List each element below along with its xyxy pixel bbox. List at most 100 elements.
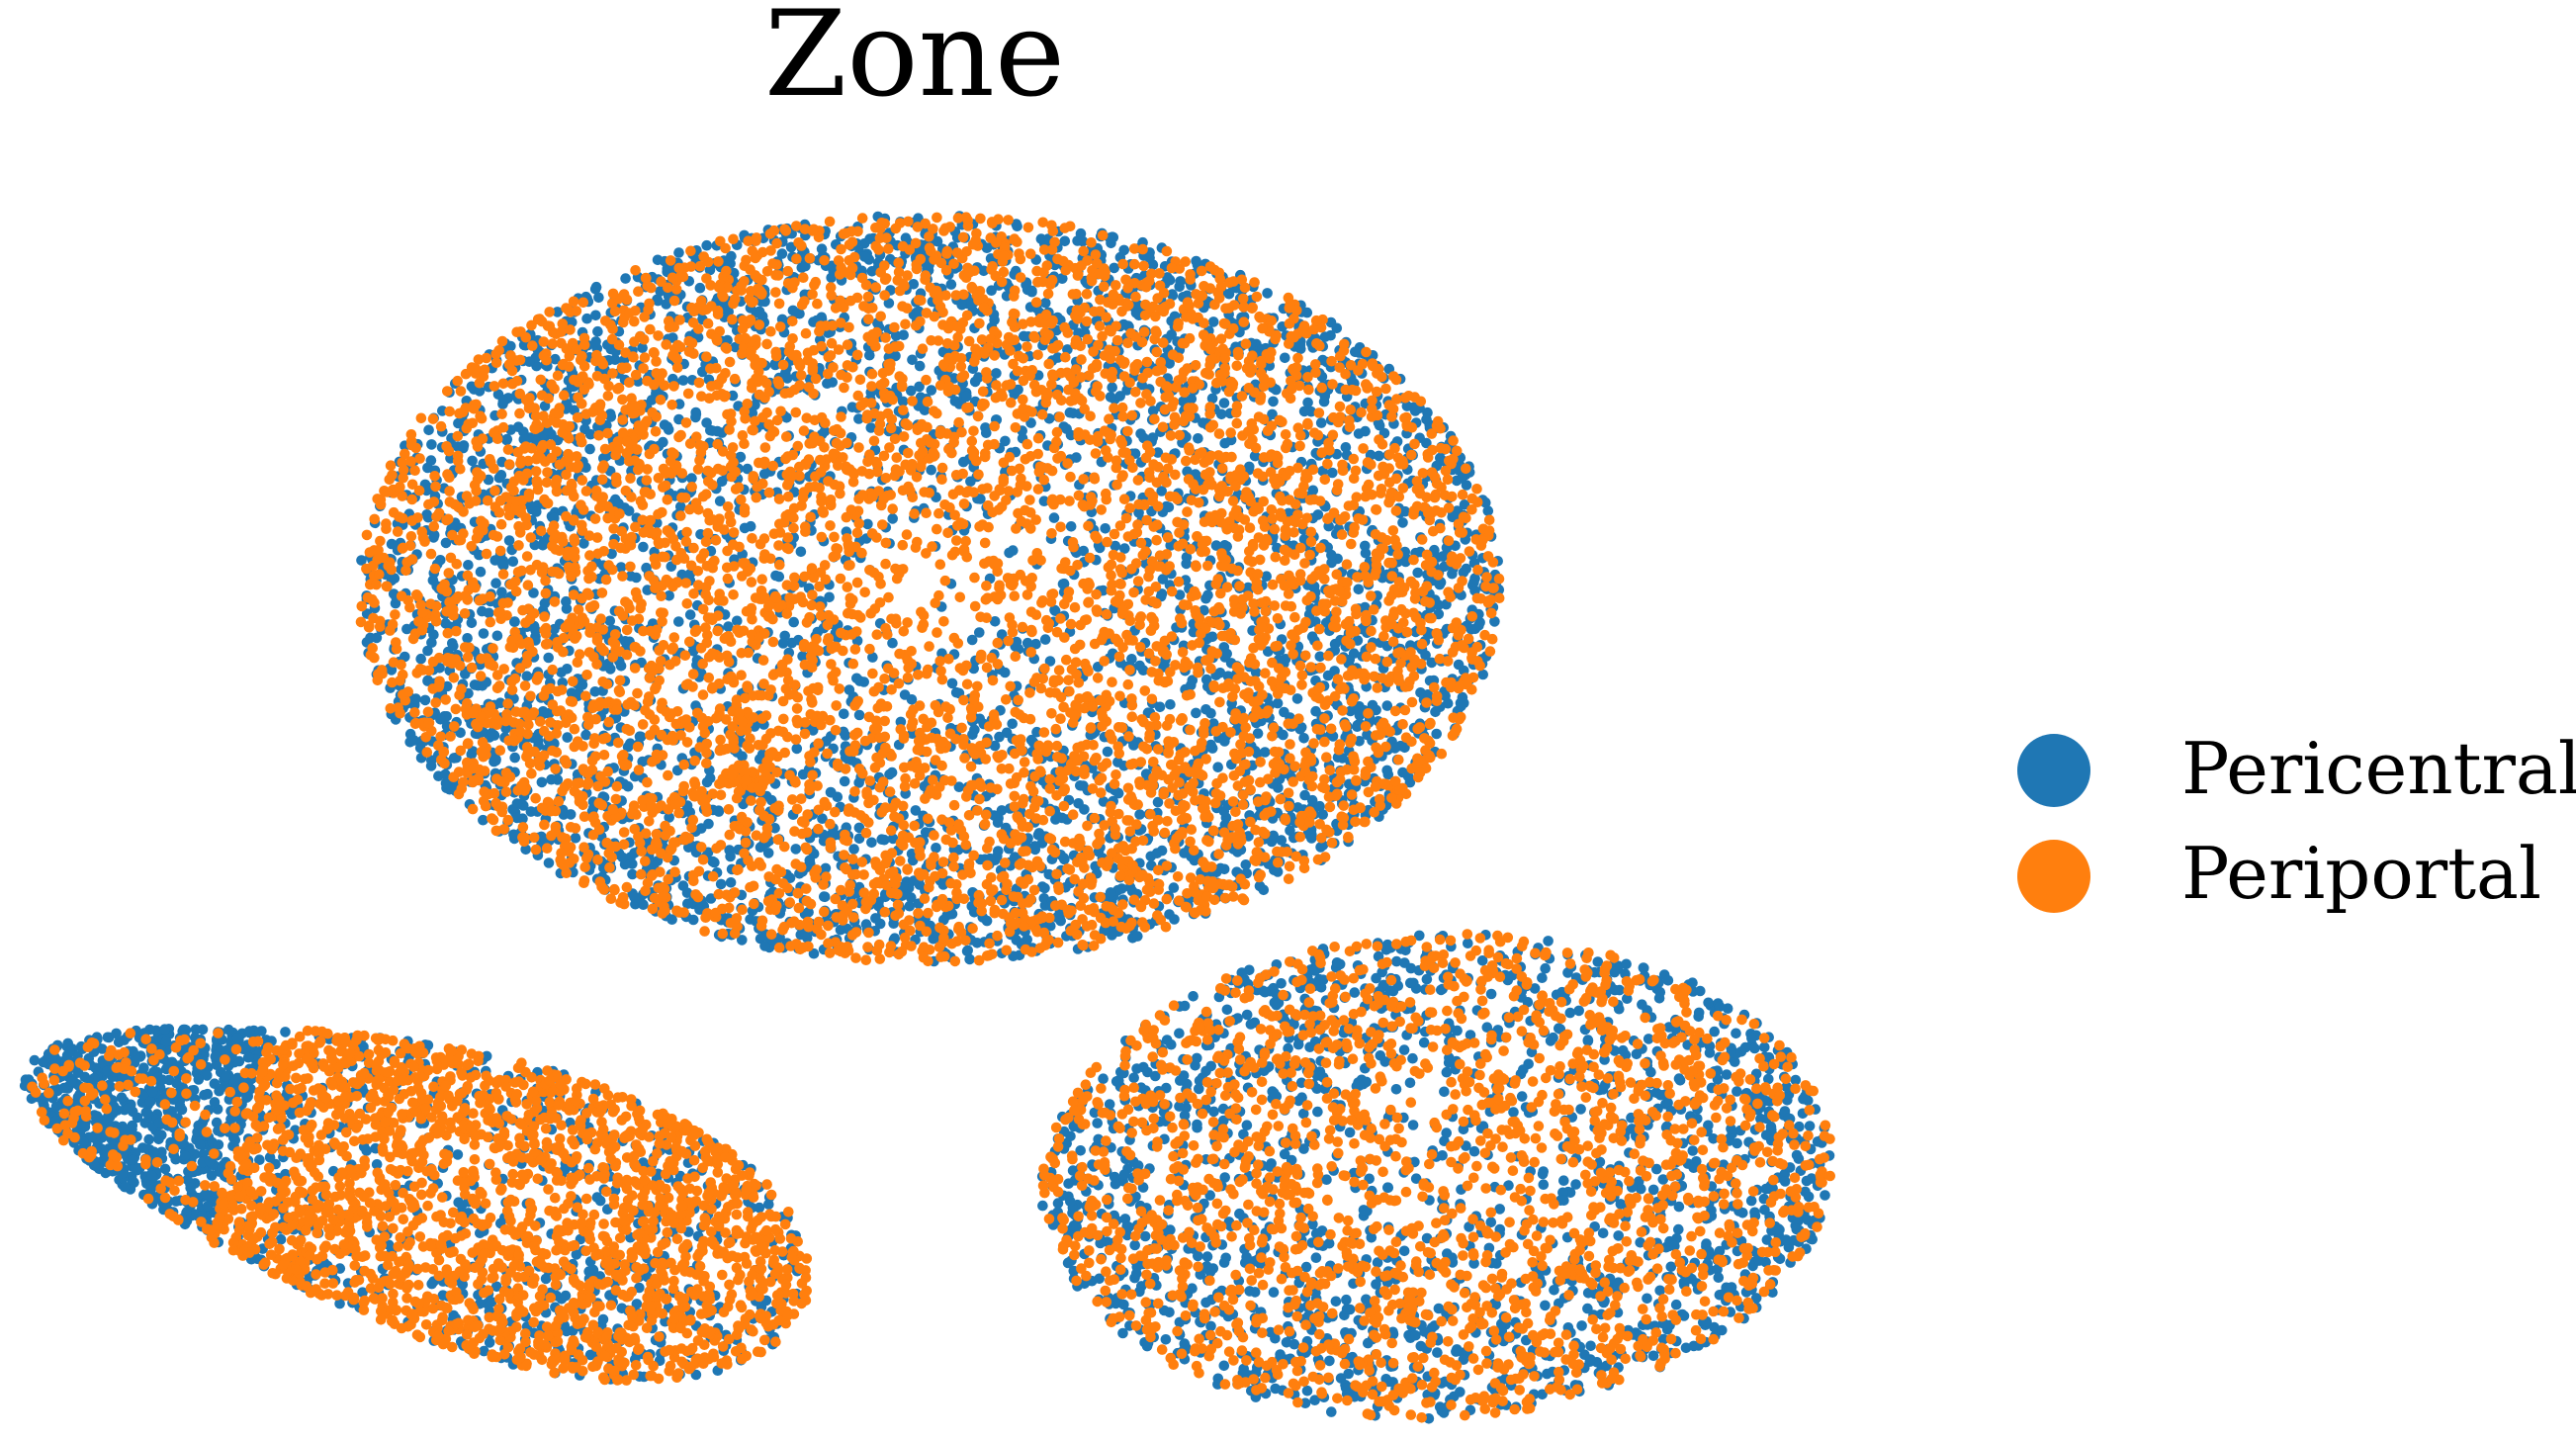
pericentral-point [822, 378, 833, 390]
pericentral-point [170, 1196, 182, 1207]
pericentral-point [415, 653, 427, 665]
pericentral-point [570, 833, 581, 844]
pericentral-point [981, 427, 992, 439]
pericentral-point [848, 844, 859, 855]
pericentral-point [795, 546, 807, 558]
pericentral-point [684, 609, 696, 620]
pericentral-point [1045, 920, 1056, 932]
pericentral-point [512, 421, 524, 433]
pericentral-point [153, 1130, 164, 1141]
pericentral-point [1126, 654, 1137, 665]
pericentral-point [543, 857, 555, 868]
pericentral-point [1482, 505, 1494, 516]
pericentral-point [1058, 853, 1070, 863]
pericentral-point [466, 617, 478, 629]
pericentral-point [144, 1096, 156, 1108]
pericentral-point [906, 385, 917, 397]
pericentral-point [1240, 859, 1252, 870]
pericentral-point [864, 349, 875, 361]
pericentral-point [899, 689, 911, 700]
pericentral-point [664, 812, 674, 823]
pericentral-point [816, 243, 828, 254]
pericentral-point [562, 664, 573, 675]
pericentral-point [206, 1170, 218, 1181]
pericentral-point [690, 408, 702, 420]
pericentral-point [715, 878, 727, 890]
pericentral-point [673, 616, 684, 627]
pericentral-point [469, 679, 481, 690]
pericentral-point [546, 773, 557, 785]
pericentral-point [1164, 274, 1176, 286]
pericentral-point [525, 806, 537, 817]
pericentral-point [1100, 523, 1110, 534]
pericentral-point [898, 329, 909, 341]
pericentral-point [631, 572, 642, 584]
pericentral-point [1400, 556, 1411, 568]
pericentral-point [1258, 884, 1270, 896]
pericentral-point [854, 676, 865, 686]
pericentral-point [1389, 743, 1400, 754]
pericentral-point [1193, 433, 1203, 444]
pericentral-point [853, 709, 865, 721]
pericentral-point [427, 575, 439, 586]
pericentral-point [677, 375, 689, 386]
pericentral-point [817, 813, 828, 824]
pericentral-point [1012, 221, 1022, 231]
pericentral-point [1004, 547, 1015, 559]
pericentral-point [1032, 830, 1044, 841]
pericentral-point [926, 464, 936, 476]
pericentral-point [713, 805, 724, 816]
pericentral-point [846, 402, 858, 413]
pericentral-point [1397, 767, 1408, 778]
pericentral-point [127, 1120, 138, 1131]
pericentral-point [478, 628, 489, 639]
pericentral-point [1134, 660, 1145, 672]
pericentral-point [1459, 697, 1469, 709]
pericentral-point [914, 381, 925, 393]
pericentral-point [878, 834, 890, 846]
pericentral-point [1064, 406, 1076, 418]
pericentral-point [143, 1133, 154, 1145]
pericentral-point [926, 385, 937, 396]
pericentral-point [1147, 406, 1159, 416]
pericentral-point [605, 411, 617, 422]
pericentral-point [1331, 322, 1343, 334]
pericentral-point [946, 677, 958, 689]
pericentral-point [965, 476, 976, 488]
pericentral-point [1307, 485, 1319, 496]
pericentral-point [540, 1273, 552, 1285]
pericentral-point [589, 686, 601, 697]
pericentral-point [1326, 549, 1337, 561]
pericentral-point [839, 775, 850, 787]
pericentral-point [1102, 746, 1113, 758]
pericentral-point [1151, 848, 1163, 858]
pericentral-point [1206, 631, 1218, 643]
pericentral-point [475, 566, 487, 578]
pericentral-point [658, 436, 668, 448]
pericentral-point [755, 309, 765, 319]
pericentral-point [1431, 728, 1442, 740]
pericentral-point [1059, 235, 1071, 247]
pericentral-point [605, 664, 616, 675]
pericentral-point [1048, 512, 1060, 523]
pericentral-point [584, 443, 595, 455]
pericentral-point [723, 621, 734, 632]
pericentral-point [539, 597, 551, 609]
pericentral-point [1223, 288, 1235, 300]
pericentral-point [222, 1024, 234, 1036]
pericentral-point [1191, 707, 1201, 719]
pericentral-point [1310, 705, 1321, 717]
pericentral-point [491, 630, 503, 642]
pericentral-point [1065, 521, 1077, 532]
pericentral-point [1280, 352, 1290, 364]
pericentral-point [886, 767, 898, 778]
pericentral-point [185, 1182, 196, 1194]
pericentral-point [128, 1045, 138, 1057]
pericentral-point [635, 731, 647, 743]
pericentral-point [1299, 789, 1310, 801]
pericentral-point [961, 391, 972, 403]
pericentral-point [874, 918, 886, 930]
pericentral-point [1200, 704, 1211, 715]
pericentral-point [1397, 517, 1408, 528]
